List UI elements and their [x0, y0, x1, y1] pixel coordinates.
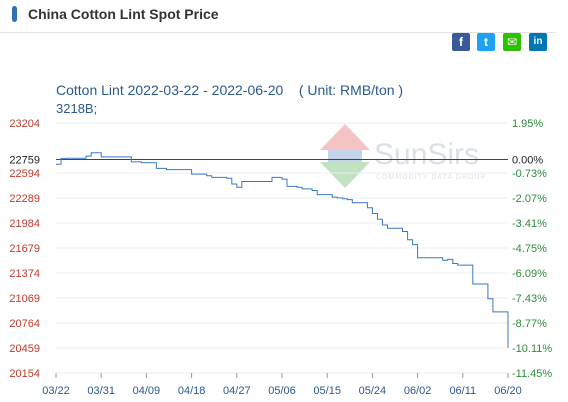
wechat-icon[interactable]: ✉ — [503, 33, 521, 51]
twitter-icon[interactable]: t — [477, 33, 495, 51]
chart-title: Cotton Lint 2022-03-22 - 2022-06-20 ( Un… — [56, 82, 404, 98]
facebook-icon[interactable]: f — [452, 33, 470, 51]
y-right-tick-label: 0.00% — [512, 154, 543, 166]
price-series-line — [56, 152, 509, 348]
y-left-tick-label: 22759 — [9, 154, 40, 166]
y-right-tick-label: -6.09% — [512, 268, 547, 280]
header-accent-bar — [12, 6, 17, 22]
chart-header: China Cotton Lint Spot Price — [0, 0, 556, 33]
x-tick-label: 03/22 — [42, 385, 70, 397]
y-left-tick-label: 21984 — [9, 218, 40, 230]
x-tick-label: 06/02 — [404, 385, 432, 397]
y-left-tick-label: 22594 — [9, 168, 40, 180]
x-tick-label: 04/18 — [178, 385, 206, 397]
watermark-brand: SunSirs — [374, 138, 479, 171]
x-tick-label: 04/09 — [133, 385, 161, 397]
y-right-tick-label: 1.95% — [512, 118, 543, 130]
y-right-tick-label: -7.43% — [512, 293, 547, 305]
y-left-tick-label: 21069 — [9, 293, 40, 305]
y-left-tick-label: 22289 — [9, 193, 40, 205]
y-left-tick-label: 20764 — [9, 318, 40, 330]
x-tick-label: 05/24 — [359, 385, 387, 397]
x-tick-label: 06/11 — [449, 385, 476, 397]
x-tick-label: 06/20 — [494, 385, 522, 397]
y-left-tick-label: 20154 — [9, 368, 40, 380]
y-right-tick-label: -3.41% — [512, 218, 547, 230]
watermark-logo-top — [320, 124, 370, 150]
y-left-tick-label: 23204 — [9, 118, 40, 130]
watermark-logo-bottom — [320, 162, 370, 188]
x-tick-label: 05/06 — [268, 385, 296, 397]
y-right-tick-label: -0.73% — [512, 168, 547, 180]
watermark-logo-middle — [328, 150, 362, 162]
y-left-tick-label: 21679 — [9, 243, 40, 255]
y-left-tick-label: 21374 — [9, 268, 40, 280]
page-title: China Cotton Lint Spot Price — [28, 6, 219, 22]
watermark-tagline: COMMODITY DATA GROUP — [376, 174, 486, 181]
y-right-tick-label: -11.45% — [512, 368, 552, 380]
series-code: 3218B; — [56, 101, 98, 116]
y-right-tick-label: -8.77% — [512, 318, 547, 330]
y-left-tick-label: 20459 — [9, 343, 40, 355]
x-tick-label: 04/27 — [223, 385, 251, 397]
y-right-tick-label: -4.75% — [512, 243, 547, 255]
x-tick-label: 03/31 — [87, 385, 115, 397]
x-tick-label: 05/15 — [313, 385, 341, 397]
sunsirs-watermark: SunSirs COMMODITY DATA GROUP — [320, 124, 486, 188]
y-right-tick-label: -10.11% — [512, 343, 552, 355]
y-right-tick-label: -2.07% — [512, 193, 547, 205]
linkedin-icon[interactable]: in — [529, 33, 547, 51]
